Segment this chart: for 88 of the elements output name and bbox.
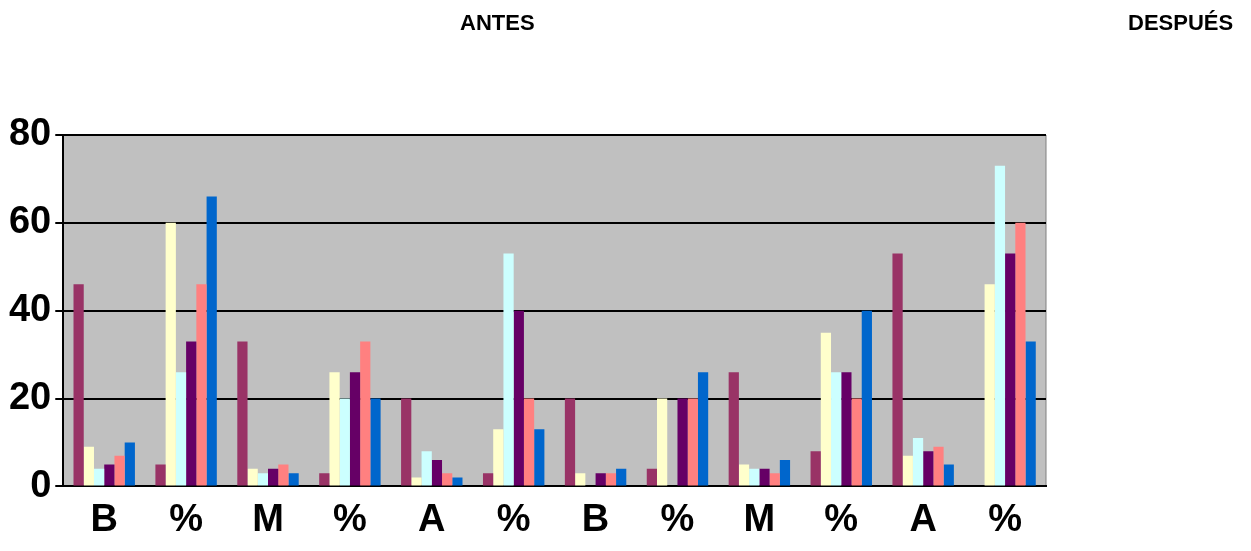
bar [523, 398, 535, 486]
bar [933, 446, 944, 486]
bar [93, 468, 105, 486]
x-tick-label: M [252, 496, 284, 539]
bar [421, 451, 432, 486]
x-tick-label: % [660, 496, 695, 539]
bar [892, 253, 903, 486]
x-tick-label: B [90, 496, 118, 539]
bar [943, 464, 954, 486]
x-tick-label: % [824, 496, 859, 539]
bar [175, 372, 187, 486]
bar [831, 372, 842, 486]
bar [728, 372, 739, 486]
x-tick-label: % [333, 496, 367, 539]
bar [114, 455, 125, 486]
bar [104, 464, 115, 486]
bar [779, 460, 791, 486]
bar [861, 310, 872, 486]
bar [257, 473, 268, 486]
bar [738, 464, 750, 486]
bar [646, 468, 657, 486]
bar [595, 473, 606, 486]
bar [513, 310, 524, 486]
bar [820, 332, 832, 486]
bar [186, 341, 197, 486]
bar [83, 446, 94, 486]
bar [687, 398, 698, 486]
bar [564, 398, 576, 486]
bar [575, 473, 586, 486]
bar [1005, 253, 1016, 486]
bar [923, 451, 934, 486]
bar [165, 222, 176, 486]
bar [360, 341, 371, 486]
bar [994, 165, 1006, 486]
bar [616, 468, 627, 486]
x-tick-label: % [496, 496, 531, 539]
x-tick-label: % [988, 496, 1022, 539]
bar [749, 468, 760, 486]
bar [482, 473, 494, 486]
bar [769, 473, 780, 486]
bar [411, 477, 422, 486]
bar [431, 460, 443, 486]
bar [329, 372, 340, 486]
bar [196, 284, 207, 486]
bar [851, 398, 862, 486]
bar [1015, 222, 1026, 486]
text: ANTES [460, 10, 535, 36]
bar [237, 341, 248, 486]
bar [452, 477, 463, 486]
bar [697, 372, 709, 486]
bar [759, 468, 770, 486]
bar [288, 473, 299, 486]
bar [401, 398, 412, 486]
y-tick-label: 20 [8, 375, 52, 418]
bar [268, 468, 279, 486]
bar [124, 442, 135, 486]
bar [493, 429, 504, 486]
bar [370, 398, 381, 486]
bar [442, 473, 453, 486]
bar [319, 473, 330, 486]
x-tick-label: A [418, 496, 446, 539]
bar [605, 473, 617, 486]
bar [841, 372, 852, 486]
x-tick-label: % [169, 496, 204, 539]
bar [534, 429, 545, 486]
bar [278, 464, 289, 486]
bar [657, 398, 668, 486]
bar [155, 464, 166, 486]
y-tick-label: 0 [30, 462, 52, 505]
x-tick-label: A [909, 496, 937, 539]
bar [349, 372, 361, 486]
bar [247, 468, 258, 486]
text: DESPUÉS [1128, 10, 1234, 36]
x-tick-label: M [743, 496, 776, 539]
y-tick-label: 60 [8, 199, 52, 242]
bar [339, 398, 350, 486]
bar [902, 455, 913, 486]
x-tick-label: B [581, 496, 610, 539]
bar [73, 284, 84, 486]
bar [984, 284, 995, 486]
bar [1025, 341, 1036, 486]
bar [503, 253, 514, 486]
bar [912, 438, 924, 486]
bar [810, 451, 821, 486]
bar [206, 196, 217, 486]
y-tick-label: 40 [8, 287, 52, 330]
bar [677, 398, 688, 486]
y-tick-label: 80 [8, 111, 52, 154]
